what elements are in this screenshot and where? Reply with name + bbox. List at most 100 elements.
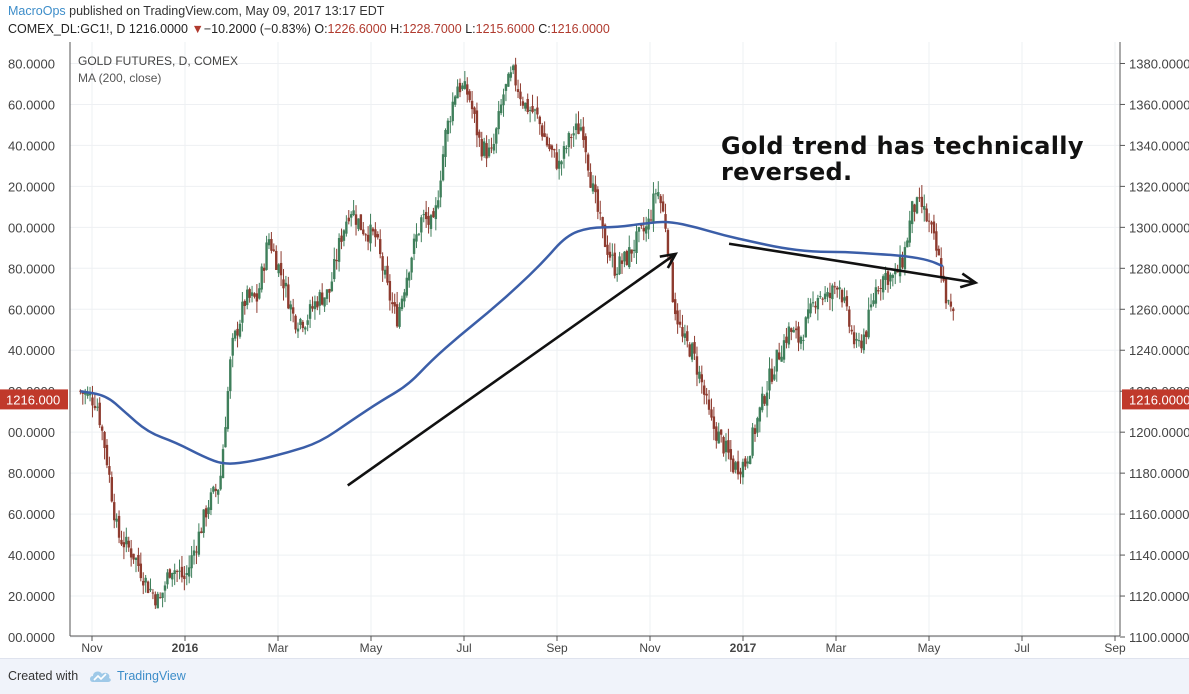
candle-body: [115, 518, 118, 522]
candle-body: [463, 81, 467, 89]
candle-body: [187, 567, 191, 577]
candle-body: [320, 292, 324, 305]
candle-body: [944, 278, 948, 304]
candle-body: [543, 133, 546, 138]
candle-body: [270, 238, 273, 251]
candle-body: [509, 72, 512, 78]
x-tick-label: 2017: [730, 641, 757, 655]
candle-body: [613, 252, 616, 276]
candle-body: [582, 126, 585, 140]
candle-body: [661, 201, 665, 212]
candle-body: [521, 101, 525, 106]
candle-body: [649, 219, 653, 221]
candle-body: [797, 326, 800, 343]
candle-body: [872, 300, 875, 305]
candle-body: [335, 259, 338, 262]
close-label: C:: [538, 22, 551, 36]
candle-body: [802, 339, 805, 341]
candle-body: [838, 287, 841, 290]
candle-body: [640, 225, 643, 227]
candle-body: [615, 273, 619, 276]
candle-body: [932, 221, 936, 234]
candle-body: [821, 298, 824, 300]
tradingview-cloud-icon[interactable]: [88, 668, 112, 684]
candle-body: [185, 573, 188, 576]
low-value: 1215.6000: [475, 22, 535, 36]
trend-arrow-right-head: [959, 272, 979, 289]
candle-body: [939, 258, 943, 279]
candle-body: [526, 98, 529, 112]
candle-body: [183, 575, 186, 580]
candle-body: [137, 554, 140, 567]
candle-body: [630, 249, 633, 254]
candle-body: [545, 136, 549, 146]
candle-body: [277, 264, 280, 274]
candle-body: [642, 227, 645, 232]
candle-body: [311, 306, 314, 309]
candle-body: [586, 154, 590, 171]
candle-body: [908, 220, 911, 243]
candle-body: [374, 229, 377, 238]
symbol-label: COMEX_DL:GC1!, D: [8, 22, 126, 36]
candle-body: [103, 431, 106, 449]
left-tick-label: 60.0000: [8, 507, 55, 522]
candle-body: [243, 300, 246, 307]
candle-body: [473, 107, 476, 114]
candle-body: [734, 462, 737, 470]
candle-body: [342, 230, 346, 241]
candle-body: [884, 273, 887, 280]
candle-body: [424, 212, 428, 220]
candle-body: [190, 555, 193, 569]
candle-body: [548, 144, 551, 150]
candle-body: [241, 301, 244, 323]
candle-body: [388, 281, 392, 301]
candle-body: [736, 461, 740, 475]
candle-body: [659, 196, 662, 204]
x-tick-label: Jul: [1014, 641, 1029, 655]
left-tick-label: 40.0000: [8, 343, 55, 358]
close-value: 1216.0000: [550, 22, 610, 36]
candle-body: [451, 101, 454, 122]
candle-body: [773, 374, 776, 380]
left-tick-label: 20.0000: [8, 589, 55, 604]
candle-body: [857, 340, 861, 342]
tradingview-link[interactable]: TradingView: [117, 669, 186, 683]
x-tick-label: Sep: [546, 641, 568, 655]
candle-body: [741, 461, 745, 478]
candle-body: [596, 189, 600, 212]
candle-body: [787, 326, 791, 345]
candle-body: [289, 304, 292, 310]
candle-body: [533, 109, 537, 111]
candle-body: [560, 161, 563, 165]
candle-body: [98, 402, 101, 426]
candle-body: [294, 315, 297, 330]
candle-body: [485, 143, 488, 159]
candle-body: [139, 563, 143, 579]
candle-body: [359, 214, 363, 231]
candle-body: [299, 318, 302, 325]
candle-body: [502, 94, 505, 106]
candle-body: [678, 321, 682, 325]
candle-body: [594, 184, 597, 193]
author-link[interactable]: MacroOps: [8, 4, 66, 18]
candle-body: [495, 128, 498, 144]
candle-body: [175, 570, 179, 572]
candle-body: [855, 338, 858, 341]
candle-body: [417, 233, 421, 235]
left-tick-label: 40.0000: [8, 138, 55, 153]
candle-body: [816, 298, 820, 310]
candle-body: [229, 359, 232, 392]
right-tick-label: 1240.0000: [1129, 343, 1189, 358]
price-chart[interactable]: 00.0000 20.0000 40.0000 60.0000 80.0000 00.00…: [0, 42, 1189, 658]
candle-body: [751, 427, 754, 456]
candle-body: [233, 330, 237, 339]
candle-body: [325, 289, 329, 299]
left-tick-label: 60.0000: [8, 97, 55, 112]
candle-body: [248, 289, 251, 298]
candle-body: [453, 96, 457, 105]
candle-body: [782, 340, 786, 360]
candle-body: [291, 307, 295, 314]
right-tick-label: 1120.0000: [1129, 589, 1189, 604]
candle-body: [935, 231, 938, 251]
candle-body: [676, 310, 679, 325]
